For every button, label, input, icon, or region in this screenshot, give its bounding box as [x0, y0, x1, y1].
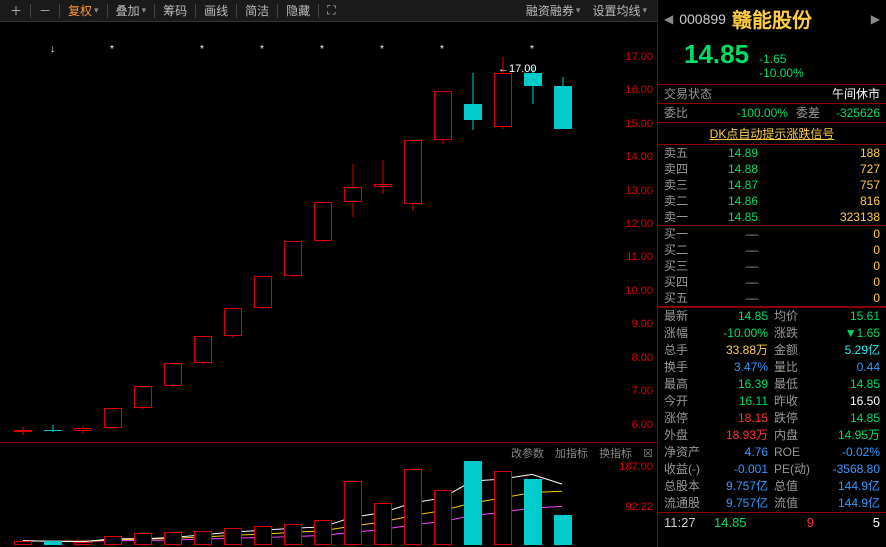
stats-grid: 最新14.85均价15.61涨幅-10.00%涨跌▼1.65总手33.88万金额…	[658, 307, 886, 512]
next-stock-button[interactable]: ▶	[871, 12, 880, 26]
fuquan-menu[interactable]: 复权▾	[62, 2, 105, 19]
orderbook-row: 卖一14.85323138	[658, 209, 886, 225]
weicha-value: -325626	[820, 105, 880, 121]
price-change-pct: -10.00%	[759, 66, 804, 80]
chart-toolbar: ＋ － 复权▾ 叠加▾ 筹码 画线 简洁 隐藏 ⛶ 融资融券▾ 设置均线▾	[0, 0, 657, 22]
diejia-menu[interactable]: 叠加▾	[110, 2, 153, 19]
orderbook-row: 买二—0	[658, 242, 886, 258]
volume-panel[interactable]: 改参数 加指标 换指标 ☒ 92.22187.00	[0, 442, 657, 547]
chouma-button[interactable]: 筹码	[157, 2, 193, 19]
zoom-out-button[interactable]: －	[33, 2, 57, 19]
tick-time: 11:27	[664, 515, 714, 530]
add-indicator-button[interactable]: 加指标	[555, 448, 588, 460]
status-label: 交易状态	[664, 86, 712, 102]
stat-row: 总手33.88万金额5.29亿	[658, 342, 886, 359]
candlestick-chart[interactable]: ↓******* 6.007.008.009.0010.0011.0012.00…	[0, 22, 657, 442]
volume-header: 改参数 加指标 换指标 ☒	[503, 445, 653, 461]
stat-row: 今开16.11昨收16.50	[658, 393, 886, 410]
orderbook-row: 买五—0	[658, 290, 886, 306]
orderbook-row: 买一—0	[658, 226, 886, 242]
stat-row: 换手3.47%量比0.44	[658, 359, 886, 376]
orderbook-row: 卖三14.87757	[658, 177, 886, 193]
weibi-label: 委比	[664, 105, 688, 121]
tick-flag: 5	[814, 515, 880, 530]
jianjie-button[interactable]: 简洁	[239, 2, 275, 19]
stat-row: 最新14.85均价15.61	[658, 308, 886, 325]
rzrq-button[interactable]: 融资融券▾	[520, 2, 587, 19]
stat-row: 流通股9.757亿流值144.9亿	[658, 495, 886, 512]
zoom-in-button[interactable]: ＋	[4, 2, 28, 19]
tick-price: 14.85	[714, 515, 774, 530]
orderbook: 卖五14.89188卖四14.88727卖三14.87757卖二14.86816…	[658, 144, 886, 307]
tick-qty: 9	[774, 515, 814, 530]
dk-signal-link[interactable]: DK点自动提示涨跌信号	[710, 127, 835, 141]
stat-row: 涨停18.15跌停14.85	[658, 410, 886, 427]
stock-name: 赣能股份	[732, 4, 812, 33]
prev-stock-button[interactable]: ◀	[664, 12, 673, 26]
close-indicator-button[interactable]: ☒	[643, 448, 653, 460]
swap-indicator-button[interactable]: 换指标	[599, 448, 632, 460]
stat-row: 收益(-)-0.001PE(动)-3568.80	[658, 461, 886, 478]
fullscreen-button[interactable]: ⛶	[321, 3, 341, 18]
stat-row: 净资产4.76ROE-0.02%	[658, 444, 886, 461]
orderbook-row: 卖二14.86816	[658, 193, 886, 209]
orderbook-row: 卖五14.89188	[658, 145, 886, 161]
stock-code: 000899	[679, 11, 726, 27]
orderbook-row: 买四—0	[658, 274, 886, 290]
stat-row: 最高16.39最低14.85	[658, 376, 886, 393]
change-params-button[interactable]: 改参数	[511, 448, 544, 460]
tick-row: 11:27 14.85 9 5	[658, 512, 886, 532]
last-price: 14.85	[684, 39, 749, 70]
junxian-button[interactable]: 设置均线▾	[586, 2, 653, 19]
quote-panel: ◀ 000899 赣能股份 ▶ 14.85 -1.65 -10.00% 交易状态…	[658, 0, 886, 547]
stat-row: 涨幅-10.00%涨跌▼1.65	[658, 325, 886, 342]
huaxian-button[interactable]: 画线	[198, 2, 234, 19]
weicha-label: 委差	[796, 105, 820, 121]
price-change: -1.65	[759, 52, 804, 66]
stat-row: 总股本9.757亿总值144.9亿	[658, 478, 886, 495]
yincang-button[interactable]: 隐藏	[280, 2, 316, 19]
orderbook-row: 买三—0	[658, 258, 886, 274]
stat-row: 外盘18.93万内盘14.95万	[658, 427, 886, 444]
orderbook-row: 卖四14.88727	[658, 161, 886, 177]
status-value: 午间休市	[832, 86, 880, 102]
weibi-value: -100.00%	[688, 105, 796, 121]
